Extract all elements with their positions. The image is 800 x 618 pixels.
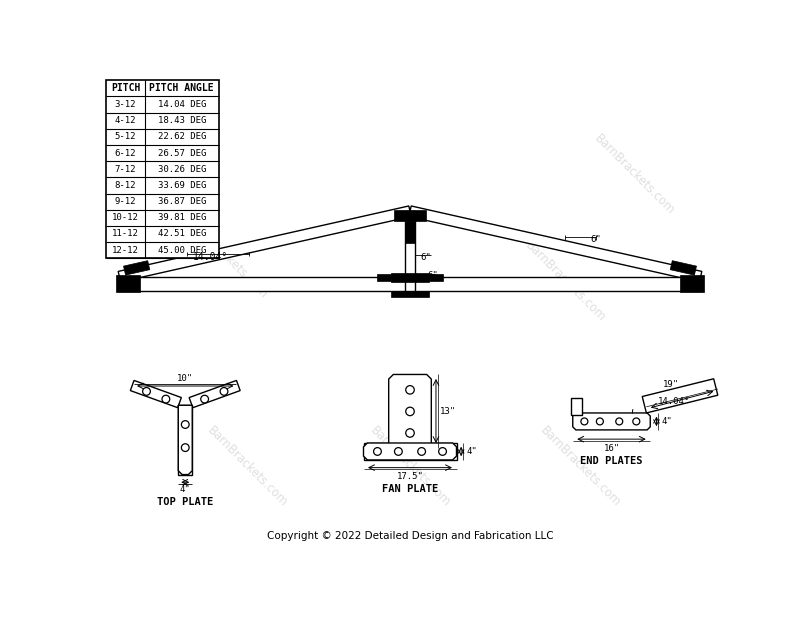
Circle shape (406, 386, 414, 394)
Text: 10-12: 10-12 (112, 213, 139, 222)
Text: BarnBrackets.com: BarnBrackets.com (592, 132, 678, 217)
Text: 18.43 DEG: 18.43 DEG (158, 116, 206, 125)
Text: 7-12: 7-12 (115, 165, 136, 174)
Polygon shape (573, 413, 650, 430)
Text: 33.69 DEG: 33.69 DEG (158, 181, 206, 190)
Circle shape (162, 396, 170, 403)
Text: 13": 13" (440, 407, 457, 415)
Text: BarnBrackets.com: BarnBrackets.com (205, 424, 290, 510)
Bar (106, 80, 218, 258)
Bar (430, 274, 443, 281)
Bar (116, 275, 139, 292)
Circle shape (438, 447, 446, 455)
Bar (571, 397, 582, 415)
Text: 4": 4" (662, 417, 673, 426)
Text: 11-12: 11-12 (112, 229, 139, 239)
Circle shape (596, 418, 603, 425)
Text: BarnBrackets.com: BarnBrackets.com (185, 216, 270, 302)
Circle shape (406, 407, 414, 416)
Text: 12-12: 12-12 (112, 245, 139, 255)
Polygon shape (189, 381, 240, 408)
Bar (377, 274, 390, 281)
Text: 45.00 DEG: 45.00 DEG (158, 245, 206, 255)
Text: 5-12: 5-12 (115, 132, 136, 142)
Text: 22.62 DEG: 22.62 DEG (158, 132, 206, 142)
Text: 19": 19" (662, 380, 678, 389)
Bar (406, 221, 414, 243)
Circle shape (406, 429, 414, 437)
Polygon shape (642, 379, 718, 413)
Text: 17.5": 17.5" (397, 472, 423, 481)
Text: 4": 4" (180, 486, 190, 494)
Circle shape (201, 396, 209, 403)
Circle shape (220, 387, 228, 396)
Polygon shape (118, 206, 411, 282)
Polygon shape (409, 206, 702, 282)
Polygon shape (363, 443, 457, 460)
Polygon shape (389, 375, 431, 447)
Text: BarnBrackets.com: BarnBrackets.com (367, 424, 453, 510)
Text: 30.26 DEG: 30.26 DEG (158, 165, 206, 174)
Text: 14.04°: 14.04° (658, 397, 690, 406)
Bar (406, 211, 414, 290)
Text: 36.87 DEG: 36.87 DEG (158, 197, 206, 206)
Circle shape (633, 418, 640, 425)
Bar (681, 275, 704, 292)
Text: PITCH: PITCH (111, 83, 140, 93)
Circle shape (182, 444, 189, 452)
Text: 14.04°: 14.04° (193, 252, 228, 262)
Text: 26.57 DEG: 26.57 DEG (158, 148, 206, 158)
Polygon shape (130, 381, 182, 408)
Bar (178, 405, 192, 475)
Text: 8-12: 8-12 (115, 181, 136, 190)
Circle shape (418, 447, 426, 455)
Text: 6": 6" (428, 271, 438, 281)
Text: 9-12: 9-12 (115, 197, 136, 206)
Text: 6": 6" (420, 253, 431, 262)
Text: Copyright © 2022 Detailed Design and Fabrication LLC: Copyright © 2022 Detailed Design and Fab… (266, 531, 554, 541)
Polygon shape (123, 261, 150, 275)
Text: 6": 6" (590, 235, 602, 244)
Bar (363, 443, 457, 460)
Bar (394, 210, 426, 221)
Text: FAN PLATE: FAN PLATE (382, 484, 438, 494)
Circle shape (581, 418, 588, 425)
Circle shape (182, 421, 189, 428)
Text: 4-12: 4-12 (115, 116, 136, 125)
Text: TOP PLATE: TOP PLATE (157, 496, 214, 507)
Text: 14.04 DEG: 14.04 DEG (158, 100, 206, 109)
Text: 3-12: 3-12 (115, 100, 136, 109)
Text: 39.81 DEG: 39.81 DEG (158, 213, 206, 222)
Bar (390, 290, 430, 297)
Text: 4": 4" (466, 447, 478, 456)
Text: 42.51 DEG: 42.51 DEG (158, 229, 206, 239)
Circle shape (616, 418, 622, 425)
Text: 10": 10" (177, 374, 194, 383)
Polygon shape (178, 405, 192, 475)
Bar (390, 273, 430, 282)
Text: 16": 16" (603, 444, 619, 453)
Circle shape (394, 447, 402, 455)
Text: PITCH ANGLE: PITCH ANGLE (150, 83, 214, 93)
Circle shape (374, 447, 382, 455)
Text: BarnBrackets.com: BarnBrackets.com (538, 424, 623, 510)
Circle shape (142, 387, 150, 396)
Text: 6-12: 6-12 (115, 148, 136, 158)
Bar (119, 277, 701, 290)
Text: BarnBrackets.com: BarnBrackets.com (522, 239, 608, 324)
Text: END PLATES: END PLATES (580, 455, 642, 466)
Polygon shape (670, 261, 697, 275)
